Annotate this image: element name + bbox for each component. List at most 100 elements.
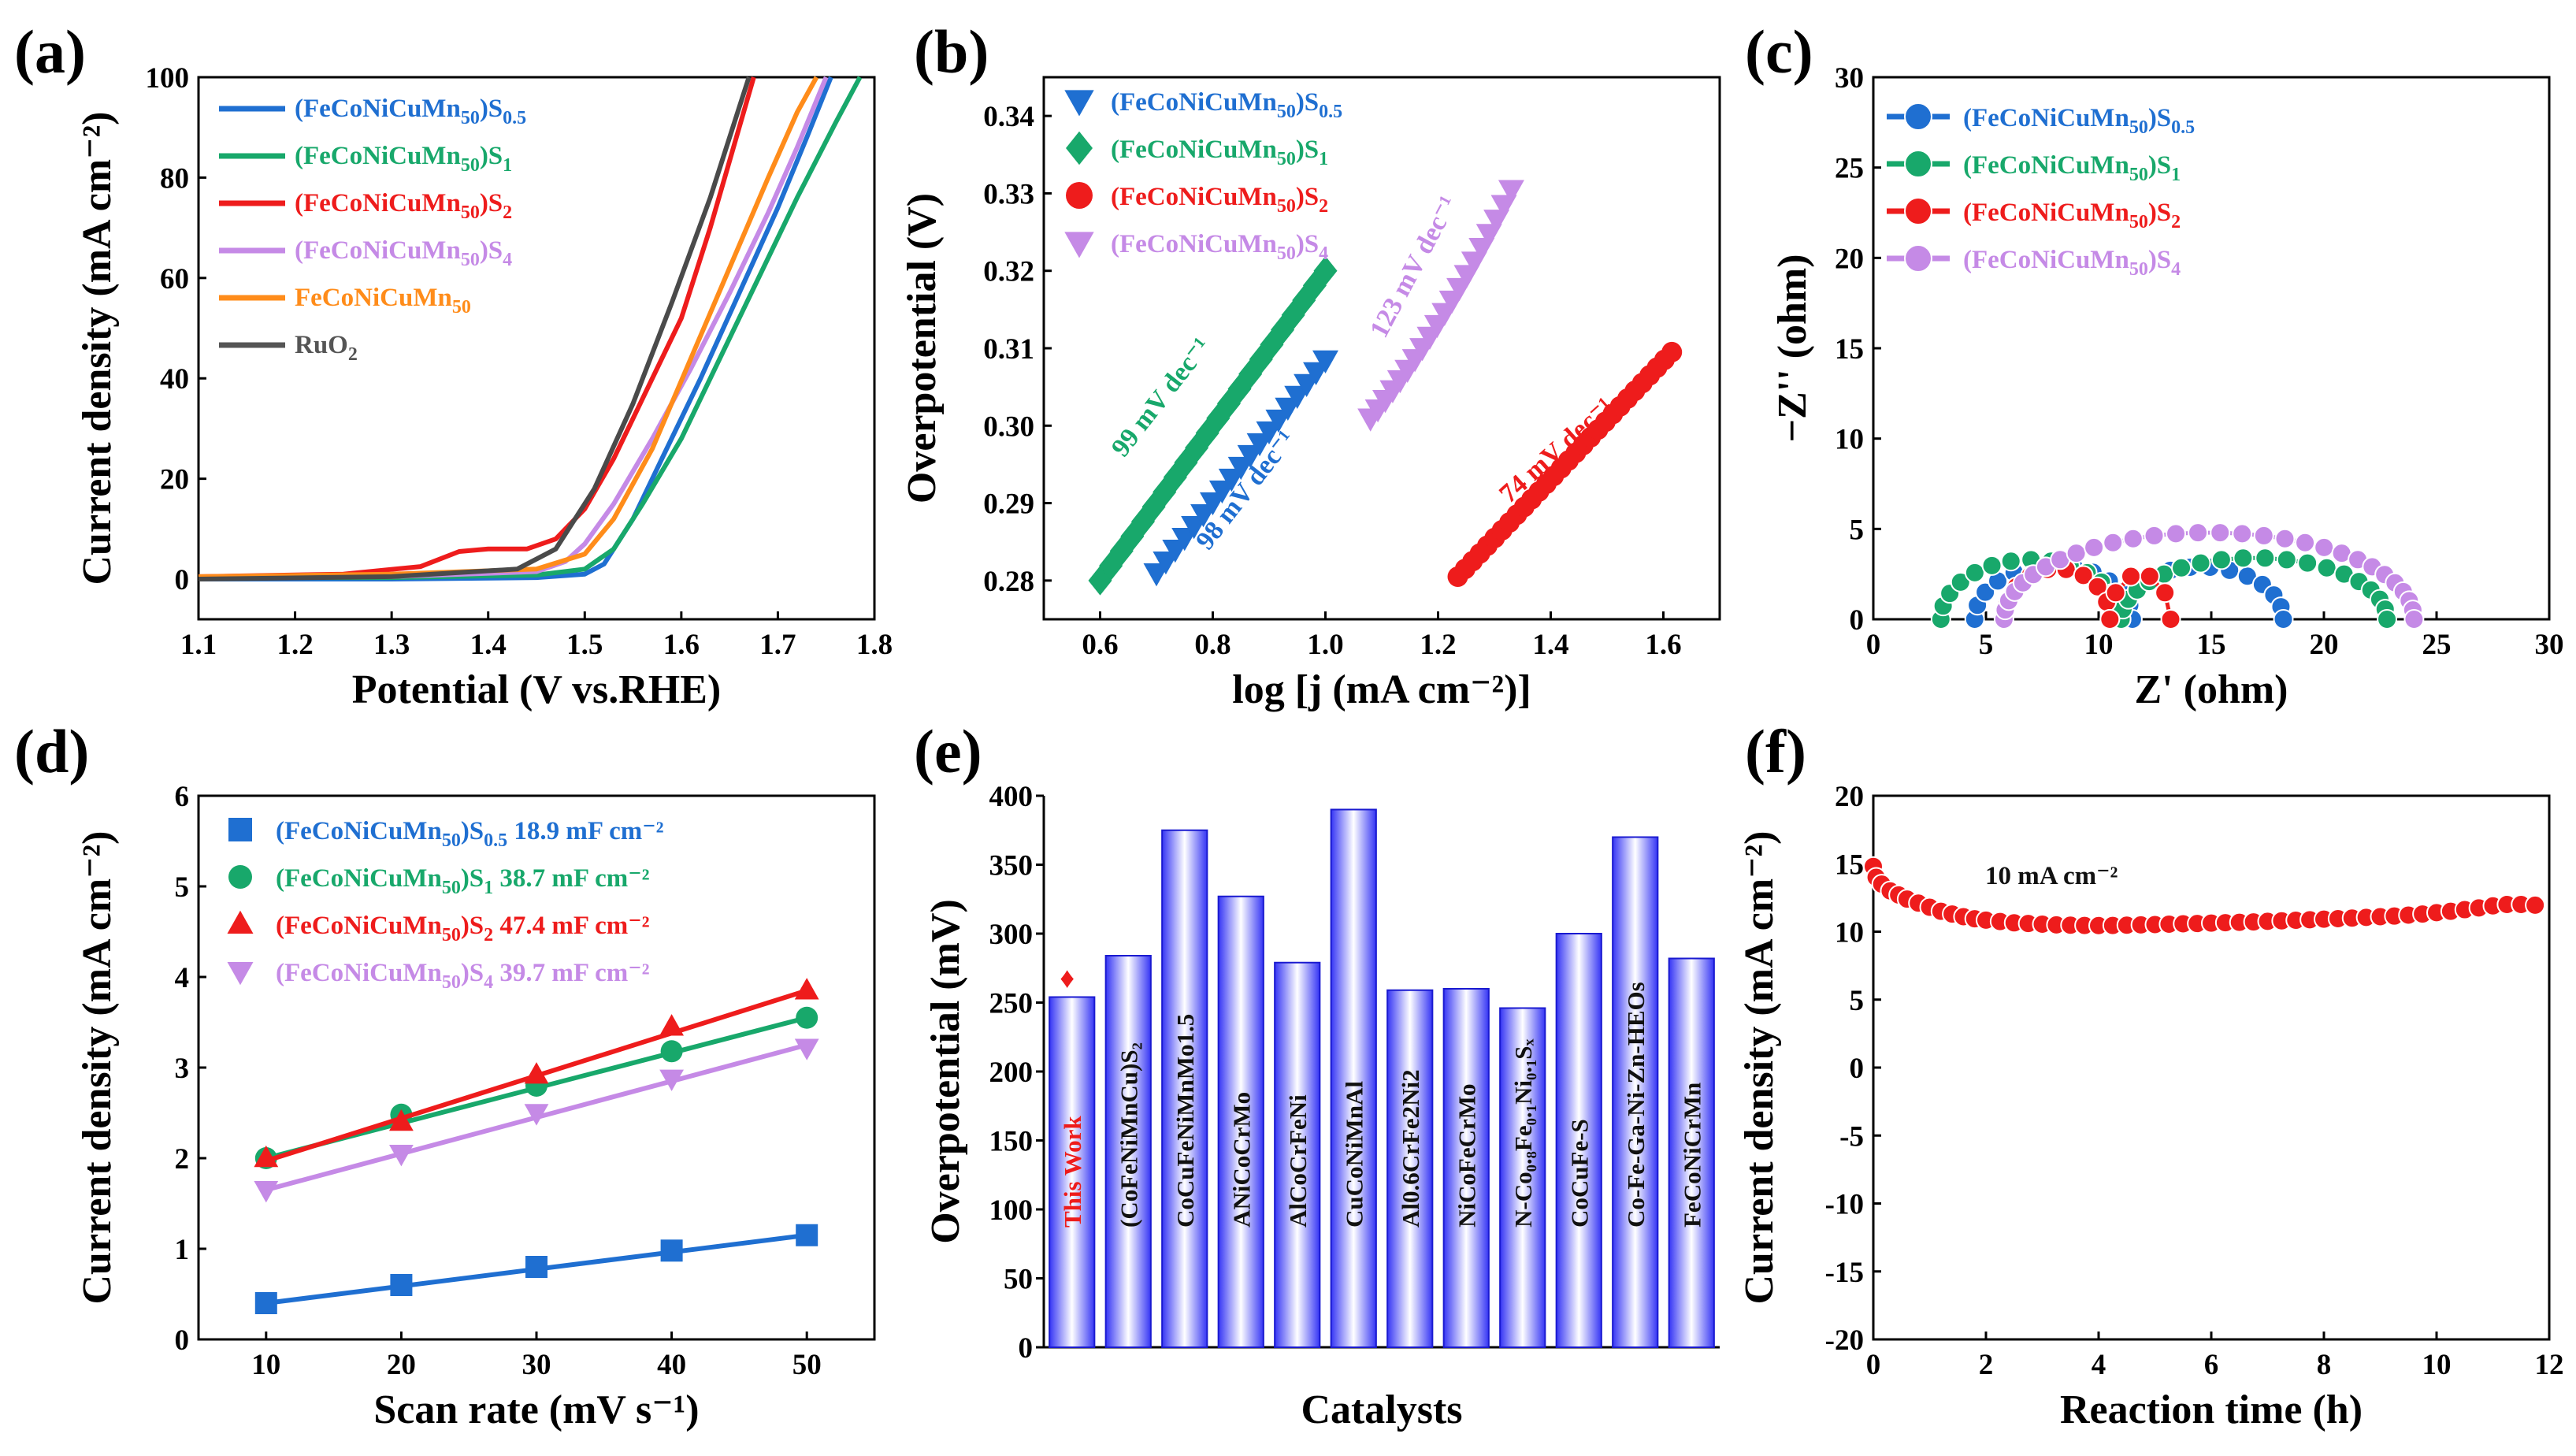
data-point <box>2210 549 2232 570</box>
y-tick-label: 2 <box>175 1143 190 1176</box>
data-point <box>1981 555 2003 576</box>
y-tick-label: -10 <box>1825 1189 1864 1221</box>
y-tick-label: 150 <box>989 1126 1034 1158</box>
y-tick-label: 60 <box>160 263 189 295</box>
y-tick-label: 15 <box>1835 849 1864 881</box>
data-point <box>2144 525 2165 546</box>
y-tick-label: 15 <box>1835 333 1864 366</box>
x-tick-label: 4 <box>2092 1349 2106 1381</box>
data-point <box>2190 552 2211 574</box>
data-point <box>1216 388 1241 418</box>
x-axis-label: Scan rate (mV s⁻¹) <box>373 1387 699 1432</box>
y-tick-label: 100 <box>989 1194 1034 1227</box>
series-line <box>198 76 756 579</box>
x-tick-label: 0.6 <box>1082 629 1118 661</box>
data-point <box>2276 549 2297 570</box>
y-tick-label: 6 <box>175 781 190 813</box>
data-point <box>2525 894 2546 916</box>
x-tick-label: 1.7 <box>759 629 796 661</box>
bar-category-label: NiCoFeCrMo <box>1453 1084 1480 1228</box>
plot-frame <box>1872 794 2551 1341</box>
data-point <box>2166 523 2187 544</box>
data-point <box>1950 571 1971 592</box>
x-tick-label: 30 <box>522 1349 551 1381</box>
x-tick-label: 1.5 <box>566 629 603 661</box>
data-point <box>2314 537 2335 558</box>
data-point <box>2403 609 2425 630</box>
data-point <box>525 1256 547 1278</box>
y-tick-label: 0.31 <box>983 333 1034 366</box>
data-point <box>796 1006 818 1029</box>
panel-f: (f) 0 2 4 6 8 10 12 -20 -15 -10 -5 0 5 10 15 20 Reaction … <box>1737 717 2564 1432</box>
data-point <box>2233 548 2254 569</box>
x-tick-label: 1.1 <box>180 629 217 661</box>
panel-label: (a) <box>14 17 86 86</box>
bar-category-label: This Work <box>1059 1116 1086 1228</box>
legend-label: (FeCoNiCuMn50)S2 <box>1963 199 2181 232</box>
data-point <box>2297 552 2318 574</box>
legend-label: (FeCoNiCuMn50)S2 47.4 mF cm⁻² <box>276 912 650 945</box>
data-point <box>1498 180 1524 203</box>
bar-category-label: FeCoNiCrMn <box>1678 1083 1706 1228</box>
legend-label: (FeCoNiCuMn50)S0.5 <box>1111 88 1342 122</box>
data-point <box>2295 532 2316 553</box>
x-tick-label: 1.4 <box>1532 629 1568 661</box>
y-tick-label: 0 <box>175 1324 190 1357</box>
panel-d: (d) 10 20 30 40 50 0 1 2 3 4 5 6 Scan rate (mV s⁻¹) Cu… <box>14 717 876 1432</box>
legend-label: (FeCoNiCuMn50)S1 <box>1963 151 2181 185</box>
y-tick-label: 0 <box>175 564 190 596</box>
series-line <box>198 76 752 581</box>
x-axis-label: Z' (ohm) <box>2135 667 2288 712</box>
x-tick-label: 1.6 <box>1645 629 1681 661</box>
bar-category-label: N-Co₀.₈Fe₀.₁Ni₀.₁Sₓ <box>1509 1038 1537 1228</box>
data-point <box>2377 609 2398 630</box>
x-tick-label: 20 <box>387 1349 416 1381</box>
y-tick-label: 5 <box>1850 985 1865 1017</box>
panel-label: (d) <box>14 717 89 786</box>
data-point <box>794 1038 819 1060</box>
bar-category-label: Al0.6CrFe2Ni2 <box>1397 1069 1424 1228</box>
x-axis-label: Catalysts <box>1301 1387 1462 1432</box>
legend-marker <box>228 865 252 889</box>
data-point <box>659 1069 684 1091</box>
x-tick-label: 40 <box>657 1349 686 1381</box>
x-tick-label: 1.4 <box>470 629 507 661</box>
y-tick-label: 3 <box>175 1053 190 1085</box>
y-tick-label: 200 <box>989 1057 1034 1089</box>
x-tick-label: 1.2 <box>277 629 313 661</box>
y-tick-label: 0 <box>1019 1332 1034 1365</box>
y-tick-label: 0.28 <box>983 566 1034 598</box>
current-annotation: 10 mA cm⁻² <box>1985 862 2118 890</box>
x-tick-label: 5 <box>1979 629 1994 661</box>
x-axis-label: log [j (mA cm⁻²)] <box>1232 667 1531 712</box>
data-point <box>390 1274 413 1296</box>
slope-annotation: 123 mV dec⁻¹ <box>1364 191 1463 343</box>
legend-marker <box>1066 131 1093 165</box>
y-tick-label: 0.30 <box>983 410 1034 443</box>
x-tick-label: 0 <box>1866 1349 1881 1381</box>
panel-label: (b) <box>914 17 989 86</box>
data-point <box>1312 350 1338 373</box>
data-point <box>2066 543 2087 564</box>
bar <box>1049 996 1096 1348</box>
panel-c: (c) 0 5 10 15 20 25 30 0 5 10 15 20 25 30 Z' (ohm) −Z'' … <box>1745 17 2564 712</box>
data-point <box>2087 576 2108 597</box>
legend-label: (FeCoNiCuMn50)S1 <box>295 142 512 176</box>
y-axis-label: Current density (mA cm⁻²) <box>75 831 120 1305</box>
y-tick-label: 400 <box>989 781 1034 813</box>
y-tick-label: -5 <box>1839 1120 1864 1153</box>
legend-marker <box>1904 150 1932 178</box>
data-point <box>2188 522 2209 544</box>
data-point <box>2155 582 2176 604</box>
legend-marker <box>1904 244 1932 273</box>
x-tick-label: 12 <box>2535 1349 2564 1381</box>
x-tick-label: 1.2 <box>1420 629 1456 661</box>
x-tick-label: 0.8 <box>1194 629 1230 661</box>
data-point <box>2160 609 2181 630</box>
y-tick-label: -20 <box>1825 1324 1864 1357</box>
x-axis-label: Reaction time (h) <box>2060 1387 2363 1432</box>
y-tick-label: 0 <box>1850 1053 1865 1085</box>
legend-label: (FeCoNiCuMn50)S4 39.7 mF cm⁻² <box>276 959 650 993</box>
bar-category-label: CuCoNiMnAl <box>1340 1081 1368 1228</box>
y-tick-label: 30 <box>1835 62 1864 95</box>
